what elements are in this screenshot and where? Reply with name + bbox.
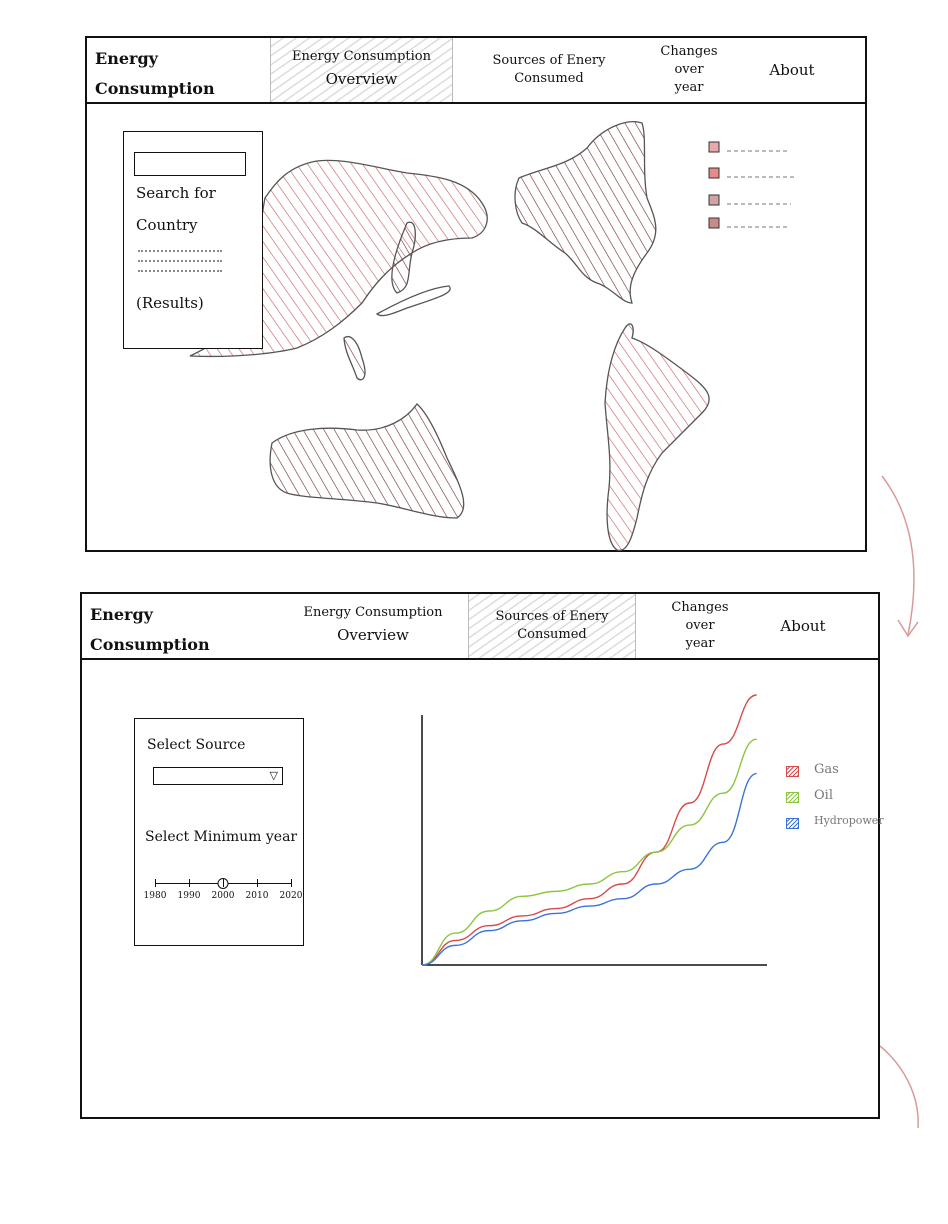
energy-line-chart [421,694,767,966]
year-slider-tick-label: 2000 [211,891,235,901]
tab-label-line1: About [780,617,826,635]
series-line-oil[interactable] [421,738,757,966]
tab-changes-over-year[interactable]: Changes over year [641,38,737,102]
tab-label-line3: year [674,80,704,95]
legend-swatch [786,766,799,777]
tab-sources-of-energy[interactable]: Sources of Enery Consumed [459,38,639,102]
search-label-country: Country [136,216,198,234]
search-results-label: (Results) [136,294,204,312]
flow-arrow-continue-icon [879,1045,919,1129]
tab-label-line3: year [685,636,715,651]
legend-item [708,194,791,206]
year-slider[interactable]: 1980 1990 2000 2010 2020 [144,878,302,919]
year-slider-tick-label: 2010 [245,891,269,901]
tab-label-line2: Consumed [517,627,587,642]
tab-label-line2: Overview [325,70,398,88]
legend-swatch [708,194,720,206]
flow-arrow-icon [881,475,919,638]
tab-label-line1: Energy Consumption [303,605,443,620]
continent-island-caribbean[interactable] [391,221,416,294]
series-line-gas[interactable] [421,694,757,966]
tab-label-line2: Consumed [514,71,584,86]
continent-island-small[interactable] [343,335,366,381]
continent-africa[interactable] [514,121,657,304]
year-slider-tick [189,879,190,887]
tab-label-line1: About [769,61,815,79]
top-nav: Energy Consumption Energy Consumption Ov… [87,38,865,104]
legend-swatch [786,818,799,829]
brand-line-2: Consumption [95,79,215,98]
year-slider-tick-label: 1990 [177,891,201,901]
top-nav: Energy Consumption Energy Consumption Ov… [82,594,878,660]
tab-label-line1: Changes [671,600,729,615]
brand-line-2: Consumption [90,635,210,654]
legend-swatch [786,792,799,803]
year-slider-tick [155,879,156,887]
search-label: Search for [136,184,216,202]
year-slider-tick [291,879,292,887]
tab-label-line1: Sources of Enery [495,609,609,624]
continent-island-long[interactable] [375,285,451,317]
search-results-placeholder-line [138,270,222,278]
year-slider-tick [223,879,224,887]
tab-energy-consumption-overview[interactable]: Energy Consumption Overview [278,594,468,658]
year-slider-tick-label: 2020 [279,891,303,901]
country-search-input[interactable] [134,152,246,176]
tab-label-line1: Energy Consumption [292,49,431,64]
tab-about[interactable]: About [758,594,848,658]
year-slider-tick [257,879,258,887]
select-source-label: Select Source [147,737,246,753]
year-slider-tick-label: 1980 [143,891,167,901]
legend-label: Hydropower [814,814,884,827]
legend-item [708,141,789,153]
tab-label-line2: over [674,62,704,77]
brand-logo: Energy Consumption [95,44,215,104]
overview-frame: Energy Consumption Energy Consumption Ov… [85,36,867,552]
map-legend [708,138,809,238]
brand-line-1: Energy [95,49,158,68]
continent-south-america[interactable] [604,323,710,551]
source-dropdown[interactable]: ▽ [153,767,283,785]
select-year-label: Select Minimum year [145,829,298,845]
sources-frame: Energy Consumption Energy Consumption Ov… [80,592,884,1119]
search-panel: Search for Country (Results) [123,131,263,349]
tab-about[interactable]: About [747,38,837,102]
tab-label-line2: Overview [337,626,409,644]
brand-line-1: Energy [90,605,153,624]
filter-panel: Select Source ▽ Select Minimum year 1980… [134,718,304,946]
tab-sources-of-energy[interactable]: Sources of Enery Consumed [468,594,636,658]
continent-australia[interactable] [269,403,465,519]
series-line-hydropower[interactable] [421,772,757,966]
legend-item [708,167,795,179]
chevron-down-icon[interactable]: ▽ [269,769,278,782]
tab-label-line1: Sources of Enery [492,53,606,68]
tab-label-line2: over [685,618,715,633]
legend-label: Oil [814,788,833,803]
legend-swatch [708,141,720,153]
legend-item [708,217,787,229]
legend-swatch [708,167,720,179]
brand-logo: Energy Consumption [90,600,210,660]
search-results-placeholder-line [138,250,222,258]
tab-changes-over-year[interactable]: Changes over year [652,594,748,658]
legend-label: Gas [814,762,839,777]
legend-swatch [708,217,720,229]
chart-legend: Gas Oil Hydropower [786,762,884,842]
tab-energy-consumption-overview[interactable]: Energy Consumption Overview [270,38,453,102]
search-results-placeholder-line [138,260,222,268]
tab-label-line1: Changes [660,44,718,59]
